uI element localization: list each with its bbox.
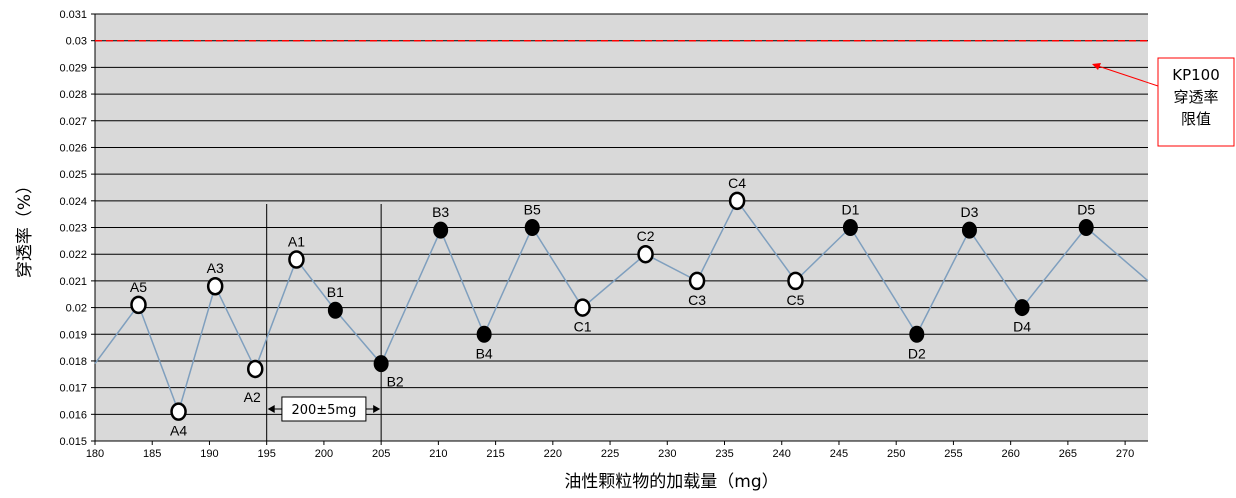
callout-text-line: 限值 — [1181, 110, 1211, 128]
point-label: B4 — [476, 345, 493, 361]
y-tick-label: 0.025 — [59, 169, 87, 181]
data-point — [524, 219, 540, 236]
x-tick-label: 245 — [830, 448, 848, 460]
x-axis-title: 油性颗粒物的加载量（mg） — [564, 472, 778, 492]
point-label: A5 — [130, 279, 147, 295]
x-tick-label: 250 — [887, 448, 905, 460]
grid-lines — [95, 13, 1148, 442]
y-axis: 0.015 0.016 0.017 0.018 0.019 0.02 0.021 0.022 0… — [59, 9, 96, 448]
callout-box — [1157, 57, 1235, 147]
data-point — [130, 295, 147, 315]
y-tick-label: 0.022 — [59, 249, 87, 261]
data-point — [476, 325, 492, 343]
range-annotation: 200±5mg — [266, 204, 382, 441]
y-axis-title: 穿透率（%） — [15, 177, 35, 278]
y-tick-label: 0.029 — [59, 62, 87, 74]
x-tick-label: 190 — [200, 448, 218, 460]
data-point — [842, 219, 858, 236]
y-tick-label: 0.02 — [66, 303, 87, 315]
range-arrow-left — [267, 405, 275, 413]
data-point — [206, 276, 224, 296]
x-tick-label: 180 — [86, 448, 104, 460]
x-tick-label: 195 — [258, 448, 276, 460]
point-label: A2 — [244, 389, 261, 405]
x-axis: 180 185 190 195 200 205 210 215 220 225 230 235 240 2… — [86, 441, 1134, 460]
point-label: D2 — [908, 345, 926, 361]
x-tick-label: 185 — [143, 448, 161, 460]
range-arrow-right — [373, 405, 381, 413]
series: A5 A4 A3 A2 A1 B1 B2 B3 B4 B5 C1 C2 C3 C4 C5 D1 D2 D3 D4 D5 — [94, 175, 1149, 439]
data-point — [688, 271, 706, 291]
y-tick-label: 0.028 — [59, 89, 87, 101]
y-tick-label: 0.027 — [59, 116, 87, 128]
y-tick-label: 0.03 — [66, 36, 87, 48]
data-point — [728, 191, 746, 211]
y-tick-label: 0.018 — [59, 356, 87, 368]
data-point — [637, 244, 654, 264]
x-tick-label: 260 — [1001, 448, 1019, 460]
y-tick-label: 0.015 — [59, 436, 87, 448]
x-tick-label: 215 — [486, 448, 504, 460]
point-label: D1 — [841, 202, 859, 218]
x-tick-label: 225 — [601, 448, 619, 460]
y-tick-label: 0.023 — [59, 223, 87, 235]
point-label: C2 — [637, 228, 655, 244]
data-point — [909, 325, 925, 343]
point-label: D5 — [1077, 202, 1095, 218]
data-point — [433, 221, 449, 239]
point-label: D3 — [960, 204, 978, 220]
x-tick-label: 230 — [658, 448, 676, 460]
point-label: C5 — [787, 292, 805, 308]
x-tick-label: 205 — [372, 448, 390, 460]
point-label: D4 — [1013, 319, 1031, 335]
x-tick-label: 235 — [715, 448, 733, 460]
data-point — [327, 301, 343, 319]
range-box — [281, 396, 367, 422]
data-point — [961, 221, 977, 239]
x-tick-label: 200 — [315, 448, 333, 460]
point-label: B1 — [327, 284, 344, 300]
callout-text-line: 穿透率 — [1173, 88, 1218, 106]
series-line — [94, 199, 1149, 415]
point-label: C1 — [574, 319, 592, 335]
y-tick-label: 0.021 — [59, 276, 87, 288]
y-tick-label: 0.031 — [59, 9, 87, 21]
y-tick-label: 0.019 — [59, 329, 87, 341]
point-label: B5 — [524, 202, 541, 218]
y-tick-label: 0.024 — [59, 196, 87, 208]
data-point — [1014, 299, 1030, 317]
data-point — [246, 359, 264, 379]
x-tick-label: 255 — [944, 448, 962, 460]
point-label: A1 — [288, 234, 305, 250]
point-label: B3 — [432, 204, 449, 220]
y-tick-label: 0.016 — [59, 409, 87, 421]
point-label: C3 — [688, 292, 706, 308]
x-tick-label: 220 — [544, 448, 562, 460]
point-label: A4 — [170, 423, 187, 439]
data-point — [288, 250, 305, 269]
callout-arrowhead — [1092, 63, 1101, 70]
callout-text-line: KP100 — [1172, 66, 1220, 84]
point-label: B2 — [387, 374, 404, 390]
y-tick-label: 0.026 — [59, 142, 87, 154]
data-point — [787, 271, 804, 291]
y-tick-label: 0.017 — [59, 383, 87, 395]
point-label: C4 — [728, 175, 746, 191]
point-label: A3 — [207, 260, 224, 276]
x-tick-label: 240 — [773, 448, 791, 460]
callout-pointer — [1097, 65, 1159, 87]
range-label: 200±5mg — [291, 403, 356, 418]
x-tick-label: 265 — [1059, 448, 1077, 460]
x-tick-label: 210 — [429, 448, 447, 460]
data-point — [574, 298, 591, 317]
x-tick-label: 270 — [1116, 448, 1134, 460]
data-point — [373, 355, 389, 373]
data-point — [1078, 219, 1094, 236]
data-point — [170, 402, 187, 421]
